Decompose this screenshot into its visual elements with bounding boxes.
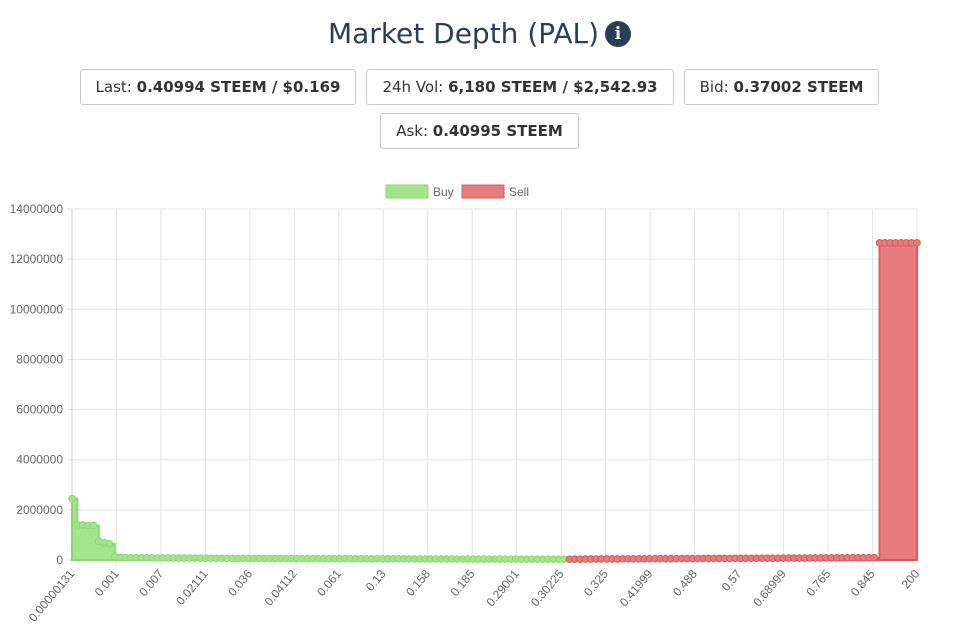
stat-last-label: Last: [95,78,132,96]
x-tick-label: 0.007 [136,567,166,599]
y-tick-label: 2000000 [16,503,63,517]
x-tick-label: 0.158 [403,567,433,599]
stat-ask: Ask: 0.40995 STEEM [380,113,579,149]
buy-point [68,494,76,503]
sell-point [870,553,879,562]
x-tick-label: 0.13 [363,567,389,594]
buy-area [71,497,566,561]
x-tick-label: 0.765 [803,567,833,599]
x-tick-label: 0.02111 [173,567,211,608]
sell-area [568,241,918,561]
x-tick-label: 0.845 [848,567,878,599]
stat-bid-value: 0.37002 STEEM [733,78,864,96]
stat-bid: Bid: 0.37002 STEEM [683,69,880,105]
stat-volume-value: 6,180 STEEM / $2,542.93 [448,78,658,96]
x-tick-label: 0.00000131 [26,567,78,625]
sell-point [913,239,921,247]
info-icon[interactable]: i [605,21,632,47]
stat-ask-value: 0.40995 STEEM [432,122,563,140]
x-tick-label: 0.57 [719,567,745,594]
x-tick-label: 0.68999 [750,567,789,609]
y-tick-label: 12000000 [10,252,64,266]
market-stats-row-2: Ask: 0.40995 STEEM [0,113,959,149]
legend-swatch-buy [385,184,429,199]
y-tick-label: 8000000 [16,352,63,366]
x-tick-label: 0.036 [225,567,255,599]
stat-volume-label: 24h Vol: [382,78,444,96]
y-tick-label: 6000000 [16,403,63,417]
x-tick-label: 0.061 [314,567,344,599]
x-tick-label: 0.41999 [617,567,656,609]
x-tick-label: 0.30225 [528,567,567,609]
page-title: Market Depth (PAL) [327,17,600,50]
stat-ask-label: Ask: [396,122,429,140]
chart-title-row: Market Depth (PAL) i [0,14,959,54]
y-tick-label: 0 [56,553,63,567]
legend-label-buy: Buy [433,185,454,199]
market-stats-row: Last: 0.40994 STEEM / $0.169 24h Vol: 6,1… [0,69,959,105]
x-tick-label: 200 [899,567,923,592]
legend-label-sell: Sell [509,185,529,199]
y-tick-label: 10000000 [10,302,64,316]
y-tick-label: 14000000 [10,202,64,216]
x-tick-label: 0.488 [670,567,700,599]
y-tick-label: 4000000 [16,453,63,467]
buy-point [89,521,98,530]
x-tick-label: 0.04112 [262,567,300,609]
stat-last-value: 0.40994 STEEM / $0.169 [136,78,341,96]
stat-bid-label: Bid: [699,78,729,96]
stat-volume: 24h Vol: 6,180 STEEM / $2,542.93 [366,69,674,105]
stat-last: Last: 0.40994 STEEM / $0.169 [79,69,357,105]
buy-point [105,539,114,548]
legend-swatch-sell [461,184,505,199]
x-tick-label: 0.29001 [483,567,522,609]
x-tick-label: 0.325 [581,567,611,599]
x-tick-label: 0.185 [448,567,478,599]
x-tick-label: 0.001 [92,567,122,599]
